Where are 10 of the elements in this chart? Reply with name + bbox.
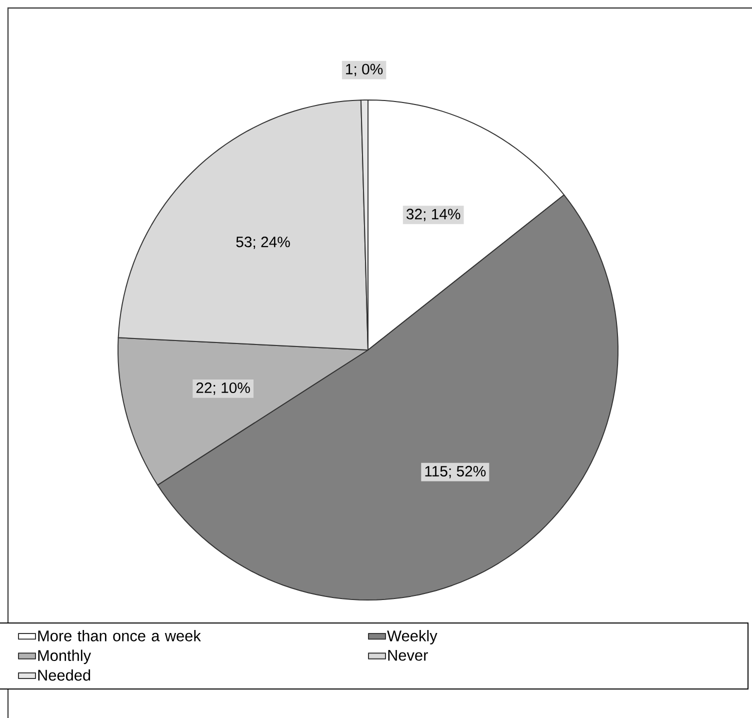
data-label: 115; 52%	[425, 466, 486, 478]
data-label: 32; 14%	[406, 208, 460, 222]
data-label: 1; 0%	[346, 64, 383, 76]
legend-label: Needed	[38, 669, 90, 681]
legend-label: Never	[388, 650, 428, 661]
legend-label: Monthly	[38, 650, 92, 664]
data-label: 53; 24%	[236, 236, 290, 249]
legend-label: More than once a week	[38, 630, 201, 642]
legend-label: Weekly	[387, 630, 438, 644]
data-label: 22; 10%	[196, 382, 250, 395]
